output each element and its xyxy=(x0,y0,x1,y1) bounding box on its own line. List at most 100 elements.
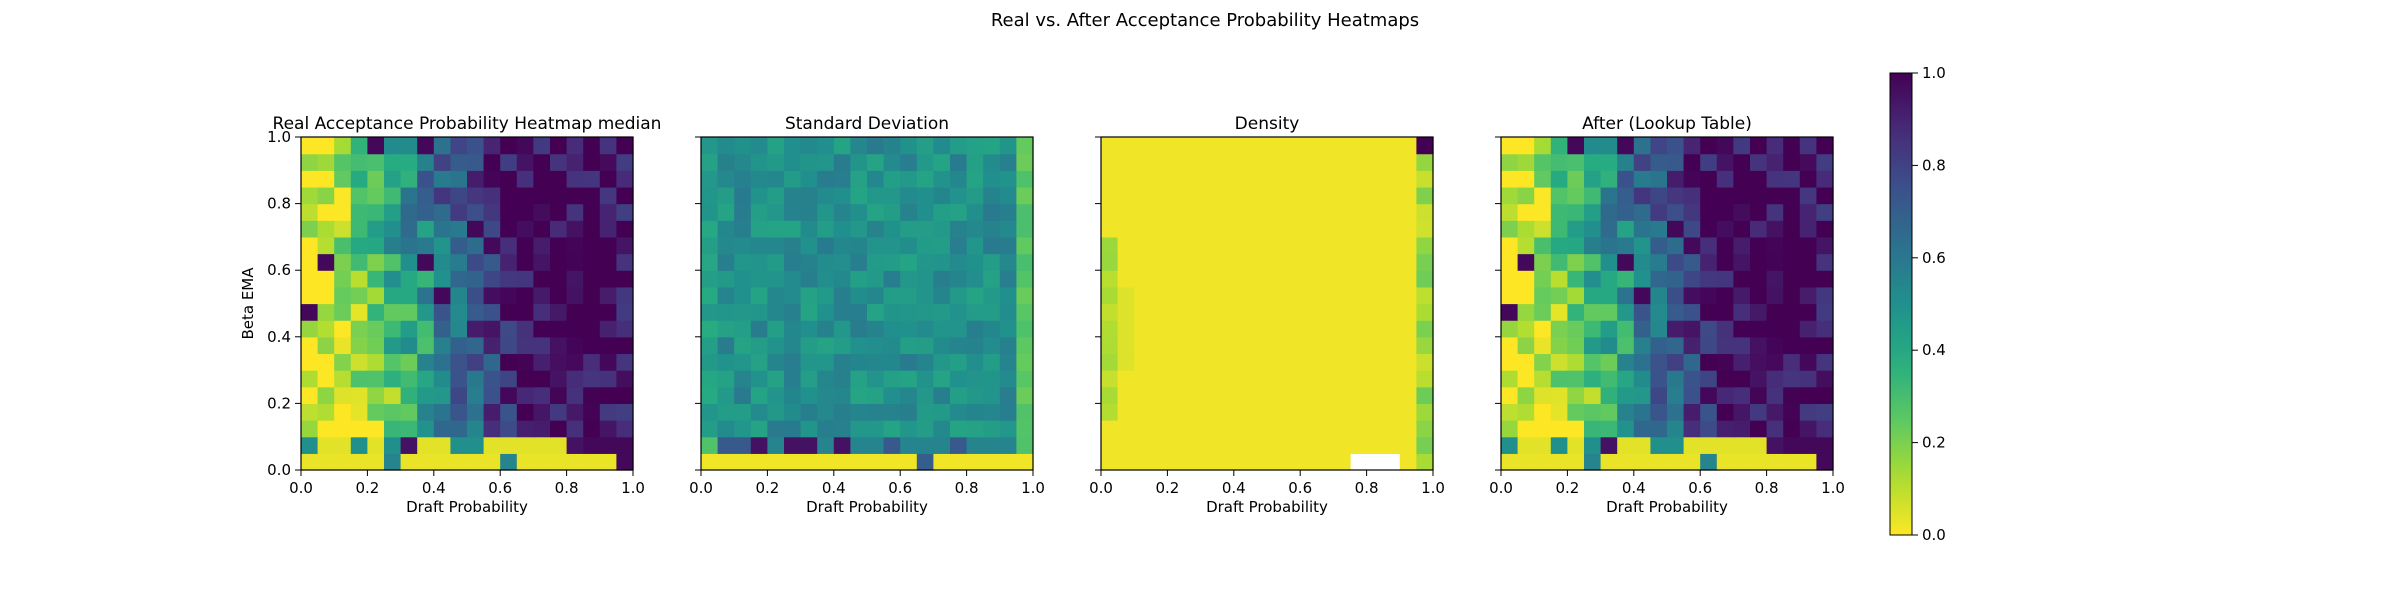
heatmap-cell xyxy=(350,236,368,255)
heatmap-cell xyxy=(883,286,901,305)
heatmap-cell xyxy=(599,253,617,271)
heatmap-cell xyxy=(1134,453,1152,471)
heatmap-cell xyxy=(883,403,901,421)
heatmap-cell xyxy=(1766,420,1784,438)
heatmap-cell xyxy=(966,137,984,155)
heatmap-cell xyxy=(433,353,451,371)
heatmap-cell xyxy=(1233,270,1251,288)
heatmap-cell xyxy=(1016,336,1034,355)
heatmap-cell xyxy=(966,153,984,171)
heatmap-cell xyxy=(350,153,368,171)
heatmap-cell xyxy=(966,186,984,205)
heatmap-cell xyxy=(1617,436,1635,454)
heatmap-cell xyxy=(933,320,951,338)
heatmap-cell xyxy=(1200,137,1218,155)
heatmap-cell xyxy=(1350,420,1368,438)
heatmap-cell xyxy=(883,220,901,238)
heatmap-cell xyxy=(1501,453,1519,471)
heatmap-cell xyxy=(867,286,885,305)
heatmap-cell xyxy=(317,336,335,355)
heatmap-cell xyxy=(1366,220,1384,238)
heatmap-cell xyxy=(1600,186,1618,205)
heatmap-cell xyxy=(500,336,518,355)
heatmap-cell xyxy=(950,453,968,471)
heatmap-cell xyxy=(850,203,868,221)
heatmap-cell xyxy=(1167,453,1185,471)
heatmap-cell xyxy=(1134,236,1152,255)
heatmap-cell xyxy=(483,320,501,338)
heatmap-cell xyxy=(483,403,501,421)
heatmap-cell xyxy=(384,203,402,221)
heatmap-cell xyxy=(516,153,534,171)
heatmap-cell xyxy=(1567,403,1585,421)
heatmap-cell xyxy=(1150,370,1168,388)
heatmap-cell xyxy=(1617,137,1635,155)
heatmap-cell xyxy=(334,320,352,338)
heatmap-cell xyxy=(433,170,451,188)
heatmap-cell xyxy=(717,453,735,471)
heatmap-cell xyxy=(1267,236,1285,255)
heatmap-cell xyxy=(817,353,835,371)
heatmap-cell xyxy=(1217,386,1235,404)
heatmap-cell xyxy=(916,137,934,155)
x-tick-label: 0.8 xyxy=(555,479,579,497)
heatmap-cell xyxy=(701,153,719,171)
heatmap-cell xyxy=(400,403,418,421)
heatmap-cell xyxy=(467,253,485,271)
heatmap-cell xyxy=(1250,170,1268,188)
heatmap-cell xyxy=(800,170,818,188)
heatmap-cell xyxy=(1383,220,1401,238)
heatmap-cell xyxy=(1799,186,1817,205)
heatmap-cell xyxy=(566,403,584,421)
heatmap-cell xyxy=(599,170,617,188)
heatmap-cell xyxy=(301,236,319,255)
heatmap-cell xyxy=(1117,253,1135,271)
heatmap-cell xyxy=(1217,403,1235,421)
heatmap-cell xyxy=(1667,286,1685,305)
x-tick-label: 1.0 xyxy=(621,479,645,497)
heatmap-cell xyxy=(1134,320,1152,338)
heatmap-cell xyxy=(1184,386,1202,404)
heatmap-cell xyxy=(1783,170,1801,188)
heatmap-cell xyxy=(784,370,802,388)
heatmap-cell xyxy=(1233,453,1251,471)
heatmap-cell xyxy=(400,137,418,155)
axes-frame xyxy=(700,136,1034,471)
heatmap-cell xyxy=(850,336,868,355)
heatmap-cell xyxy=(701,336,719,355)
heatmap-cell xyxy=(384,420,402,438)
heatmap-cell xyxy=(900,203,918,221)
heatmap-cell xyxy=(417,436,435,454)
heatmap-cell xyxy=(734,203,752,221)
heatmap-cell xyxy=(483,186,501,205)
heatmap-cell xyxy=(1683,370,1701,388)
heatmap-cell xyxy=(767,336,785,355)
heatmap-cell xyxy=(483,170,501,188)
heatmap-cell xyxy=(350,420,368,438)
heatmap-cell xyxy=(1600,236,1618,255)
heatmap-cell xyxy=(784,186,802,205)
heatmap-cell xyxy=(317,370,335,388)
heatmap-cell xyxy=(433,386,451,404)
heatmap-cell xyxy=(516,236,534,255)
heatmap-cell xyxy=(417,453,435,471)
heatmap-cell xyxy=(400,436,418,454)
heatmap-cell xyxy=(1250,236,1268,255)
heatmap-cell xyxy=(1101,436,1119,454)
heatmap-cell xyxy=(1550,153,1568,171)
heatmap-cell xyxy=(1816,270,1834,288)
x-tick-label: 0.4 xyxy=(1622,479,1646,497)
heatmap-cell xyxy=(1766,386,1784,404)
heatmap-cell xyxy=(883,236,901,255)
heatmap-cell xyxy=(1134,286,1152,305)
heatmap-cell xyxy=(516,253,534,271)
heatmap-cell xyxy=(933,186,951,205)
heatmap-cell xyxy=(850,386,868,404)
heatmap-cell xyxy=(1316,336,1334,355)
heatmap-cell xyxy=(1117,303,1135,321)
heatmap-cell xyxy=(916,220,934,238)
heatmap-cell xyxy=(999,336,1017,355)
heatmap-cell xyxy=(1416,420,1434,438)
heatmap-cell xyxy=(1267,186,1285,205)
heatmap-cell xyxy=(317,436,335,454)
